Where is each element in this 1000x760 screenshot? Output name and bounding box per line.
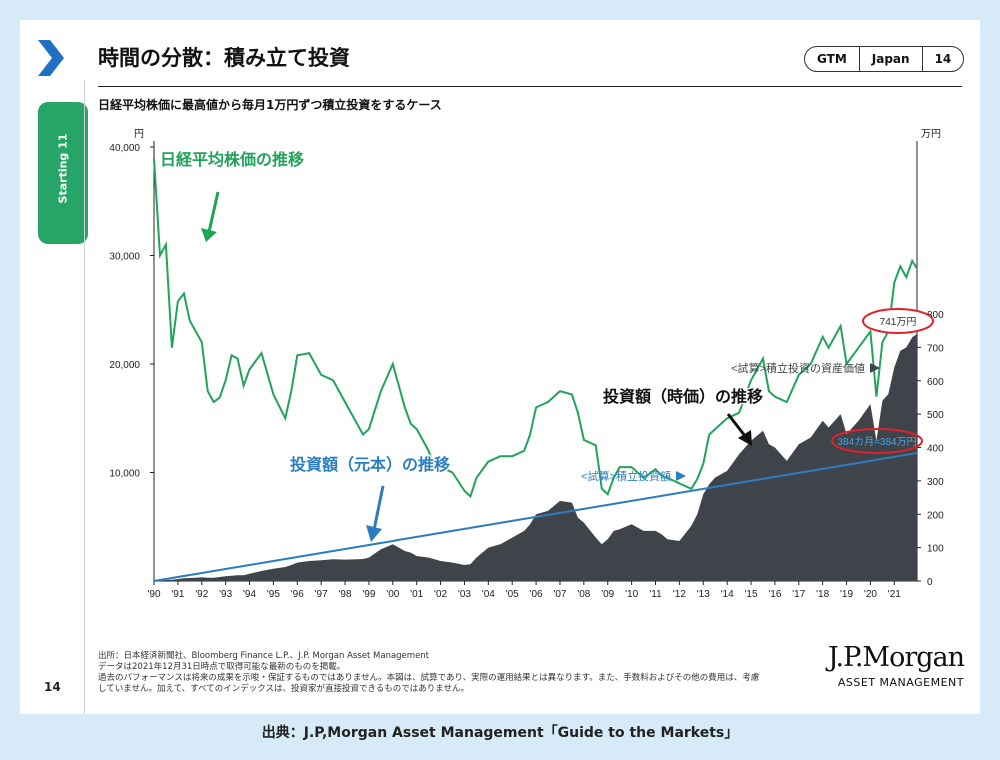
x-tick-label: '16 <box>768 589 781 600</box>
market-series-label: 投資額（時価）の推移 <box>603 387 763 406</box>
x-tick-label: '96 <box>291 589 304 600</box>
x-tick-label: '04 <box>482 589 495 600</box>
right-tick-label: 0 <box>927 577 933 588</box>
chevron-right-icon <box>38 40 64 76</box>
nikkei-arrow-shaft <box>207 191 220 233</box>
badge-page: 14 <box>921 47 964 71</box>
x-tick-label: '91 <box>171 589 184 600</box>
footnote-line: 過去のパフォーマンスは将来の成果を示唆・保証するものではありません。本図は、試算… <box>98 673 760 683</box>
x-tick-label: '11 <box>649 589 662 600</box>
x-tick-label: '97 <box>315 589 328 600</box>
nikkei-line <box>153 158 918 499</box>
x-tick-label: '92 <box>195 589 208 600</box>
badge-gtm: GTM <box>817 52 847 66</box>
left-tick-label: 40,000 <box>109 143 140 154</box>
market-value-area <box>154 333 917 581</box>
footnote: 出所：日本経済新聞社、Bloomberg Finance L.P.、J.P. M… <box>98 651 798 695</box>
asset-value-tag: <試算>積立投資の資産価値 <box>731 361 865 375</box>
footnote-line: データは2021年12月31日時点で取得可能な最新のものを掲載。 <box>98 662 346 672</box>
principal-arrow-shaft <box>372 485 385 531</box>
right-tick-label: 500 <box>927 410 944 421</box>
right-tick-label: 800 <box>927 310 944 321</box>
logo-sub: ASSET MANAGEMENT <box>837 676 964 689</box>
left-axis-unit: 円 <box>134 129 144 140</box>
x-tick-label: '06 <box>530 589 543 600</box>
asset-value-tag-arrow <box>870 363 880 373</box>
x-tick-label: '10 <box>625 589 638 600</box>
x-tick-label: '98 <box>339 589 352 600</box>
x-tick-label: '17 <box>792 589 805 600</box>
x-tick-label: '13 <box>697 589 710 600</box>
right-tick-label: 300 <box>927 477 944 488</box>
market-arrow-shaft <box>726 413 747 437</box>
right-axis-unit: 万円 <box>921 129 941 140</box>
principal-arrow-head <box>366 525 382 542</box>
right-tick-label: 100 <box>927 544 944 555</box>
section-tab[interactable]: Starting 11 <box>38 102 88 244</box>
page-title: 時間の分散：積み立て投資 <box>98 46 350 70</box>
footnote-line: 出所：日本経済新聞社、Bloomberg Finance L.P.、J.P. M… <box>98 651 430 661</box>
nikkei-arrow-head <box>201 228 217 242</box>
chart: 40,000 30,000 20,000 10,000 円 800 700 600 500 400… <box>109 129 944 600</box>
x-tick-label: '02 <box>434 589 447 600</box>
page-number: 14 <box>44 680 61 694</box>
x-tick-label: '00 <box>386 589 399 600</box>
final-principal-highlight <box>831 428 923 454</box>
final-principal-label: 384カ月=384万円 <box>837 436 916 448</box>
x-tick-label: '99 <box>362 589 375 600</box>
x-tick-label: '09 <box>601 589 614 600</box>
logo-name: J.P.Morgan <box>827 642 965 673</box>
x-tick-label: '07 <box>553 589 566 600</box>
sidebar-divider <box>84 80 85 714</box>
left-tick-label: 10,000 <box>109 469 140 480</box>
market-arrow-head <box>738 430 752 446</box>
left-tick-label: 20,000 <box>109 360 140 371</box>
right-tick-label: 200 <box>927 510 944 521</box>
x-tick-label: '19 <box>840 589 853 600</box>
nikkei-series-label: 日経平均株価の推移 <box>160 150 304 169</box>
principal-tag-arrow <box>676 471 686 481</box>
x-tick-label: '12 <box>673 589 686 600</box>
footnote-line: していません。加えて、すべてのインデックスは、投資家が直接投資できるものではあり… <box>98 684 470 694</box>
jpmorgan-logo: J.P.Morgan ASSET MANAGEMENT <box>814 642 965 689</box>
final-value-label: 741万円 <box>880 317 917 328</box>
x-tick-label: '94 <box>243 589 256 600</box>
x-tick-label: '01 <box>410 589 423 600</box>
principal-tag: <試算>積立投資額 <box>581 469 671 483</box>
x-tick-label: '95 <box>267 589 280 600</box>
chart-subtitle: 日経平均株価に最高値から毎月1万円ずつ積立投資をするケース <box>98 98 442 112</box>
x-tick-label: '08 <box>577 589 590 600</box>
x-tick-label: '93 <box>219 589 232 600</box>
guide-badge: GTM Japan 14 <box>804 46 965 72</box>
principal-series-label: 投資額（元本）の推移 <box>290 455 450 474</box>
right-tick-label: 600 <box>927 377 944 388</box>
right-tick-label: 700 <box>927 343 944 354</box>
title-rule <box>98 86 962 87</box>
final-value-highlight <box>862 308 934 334</box>
principal-line <box>153 451 918 582</box>
source-caption: 出典：J.P,Morgan Asset Management「Guide to … <box>261 725 739 741</box>
x-tick-label: '90 <box>147 589 160 600</box>
right-tick-label: 400 <box>927 444 944 455</box>
x-tick-label: '03 <box>458 589 471 600</box>
x-tick-label: '14 <box>721 589 734 600</box>
left-tick-label: 30,000 <box>109 252 140 263</box>
slide: Starting 11 14 時間の分散：積み立て投資 GTM Japan 14… <box>20 20 980 714</box>
x-tick-label: '15 <box>745 589 758 600</box>
x-tick-label: '05 <box>506 589 519 600</box>
x-tick-label: '20 <box>864 589 877 600</box>
badge-region: Japan <box>858 47 922 71</box>
x-tick-label: '21 <box>888 589 901 600</box>
x-tick-label: '18 <box>816 589 829 600</box>
